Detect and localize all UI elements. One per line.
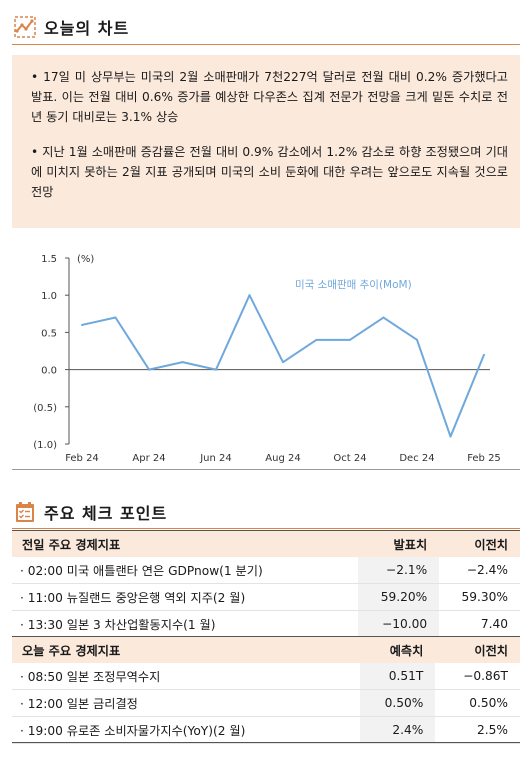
column-header-forecast: 예측치 (359, 636, 436, 663)
indicator-name: · 13:30 일본 3 차산업활동지수(1 월) (12, 610, 359, 638)
table-bottom-rule (12, 742, 520, 743)
indicator-name: · 11:00 뉴질랜드 중앙은행 역외 지주(2 월) (12, 583, 359, 611)
indicator-name: · 08:50 일본 조정무역수지 (12, 663, 360, 690)
data-point (215, 368, 217, 371)
table-row: · 19:00 유로존 소비자물가지수(YoY)(2 월) 2.4% 2.5% (12, 716, 520, 744)
chart-divider (12, 469, 520, 470)
table-row: · 12:00 일본 금리결정 0.50% 0.50% (12, 689, 520, 717)
y-tick-label: (0.5) (33, 403, 57, 414)
table-header-row: 전일 주요 경제지표 발표치 이전치 (12, 530, 520, 557)
summary-paragraph-2: • 지난 1월 소매판매 증감률은 전월 대비 0.9% 감소에서 1.2% 감… (31, 145, 508, 199)
x-tick-label: Feb 24 (65, 453, 99, 464)
data-point (181, 361, 184, 364)
actual-value: 59.20% (358, 583, 440, 611)
previous-value: −0.86T (435, 663, 520, 690)
data-point (148, 368, 150, 371)
column-header-indicator: 전일 주요 경제지표 (12, 530, 359, 557)
x-tick-label: Aug 24 (265, 453, 300, 464)
table-row: · 13:30 일본 3 차산업활동지수(1 월) −10.00 7.40 (12, 610, 520, 638)
table-row: · 02:00 미국 애틀랜타 연은 GDPnow(1 분기) −2.1% −2… (12, 557, 520, 584)
column-header-actual: 발표치 (358, 530, 440, 557)
section-header-today-chart: 오늘의 차트 (14, 15, 129, 39)
previous-day-indicators-table: 전일 주요 경제지표 발표치 이전치 · 02:00 미국 애틀랜타 연은 GD… (12, 530, 520, 638)
header-divider (12, 528, 520, 529)
today-indicators-table: 오늘 주요 경제지표 예측치 이전치 · 08:50 일본 조정무역수지 0.5… (12, 636, 520, 744)
summary-paragraph-1: • 17일 미 상무부는 미국의 2월 소매판매가 7천227억 달러로 전월 … (31, 70, 508, 124)
previous-value: 0.50% (435, 689, 520, 717)
x-tick-label: Feb 25 (467, 453, 501, 464)
section-header-check-points: 주요 체크 포인트 (14, 500, 167, 524)
series-line (81, 294, 485, 438)
data-point (248, 294, 251, 297)
x-tick-label: Dec 24 (399, 453, 434, 464)
indicator-name: · 12:00 일본 금리결정 (12, 689, 360, 717)
x-tick-label: Apr 24 (132, 453, 165, 464)
header-divider (12, 44, 520, 45)
y-tick-label: 1.5 (41, 254, 57, 265)
data-point (114, 316, 117, 319)
previous-value: 7.40 (439, 610, 520, 638)
previous-value: −2.4% (439, 557, 520, 584)
previous-value: 59.30% (439, 583, 520, 611)
forecast-value: 0.50% (359, 689, 436, 717)
column-header-previous: 이전치 (435, 636, 520, 663)
summary-panel: • 17일 미 상무부는 미국의 2월 소매판매가 7천227억 달러로 전월 … (12, 55, 520, 228)
indicator-name: · 19:00 유로존 소비자물가지수(YoY)(2 월) (12, 716, 360, 744)
y-tick-label: 0.0 (41, 366, 57, 377)
y-tick-label: (1.0) (33, 440, 57, 451)
section-title: 오늘의 차트 (44, 19, 130, 38)
data-point (483, 353, 485, 356)
data-point (416, 338, 418, 341)
y-tick-label: 1.0 (41, 291, 57, 302)
data-point (81, 323, 83, 326)
x-tick-label: Jun 24 (199, 453, 232, 464)
previous-value: 2.5% (435, 716, 520, 744)
checklist-icon (14, 501, 36, 523)
y-tick-label: 0.5 (41, 328, 57, 339)
table-row: · 11:00 뉴질랜드 중앙은행 역외 지주(2 월) 59.20% 59.3… (12, 583, 520, 611)
section-title: 주요 체크 포인트 (44, 504, 168, 523)
x-tick-label: Oct 24 (333, 453, 366, 464)
forecast-value: 0.51T (359, 663, 436, 690)
actual-value: −10.00 (358, 610, 440, 638)
y-unit-label: (%) (77, 254, 94, 265)
data-point (349, 338, 351, 341)
column-header-indicator: 오늘 주요 경제지표 (12, 636, 360, 663)
chart-line-icon (14, 16, 36, 38)
indicator-name: · 02:00 미국 애틀랜타 연은 GDPnow(1 분기) (12, 557, 359, 584)
data-point (449, 435, 452, 438)
data-point (282, 361, 284, 364)
column-header-previous: 이전치 (439, 530, 520, 557)
data-point (315, 338, 318, 341)
data-point (382, 316, 385, 319)
retail-sales-chart: 1.5 1.0 0.5 0.0 (0.5) (1.0) (%) Feb 24 Apr 24 Jun… (33, 254, 501, 464)
forecast-value: 2.4% (359, 716, 436, 744)
table-row: · 08:50 일본 조정무역수지 0.51T −0.86T (12, 663, 520, 690)
actual-value: −2.1% (358, 557, 440, 584)
legend-label: 미국 소매판매 추이(MoM) (295, 279, 412, 291)
table-header-row: 오늘 주요 경제지표 예측치 이전치 (12, 636, 520, 663)
